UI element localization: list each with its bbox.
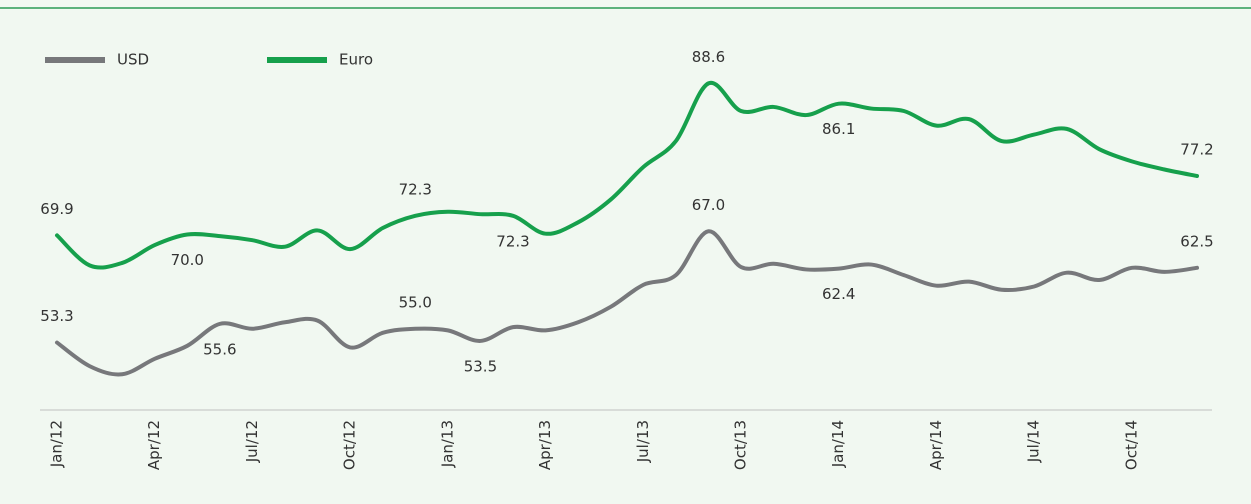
x-tick-label: Jul/12 xyxy=(243,420,261,463)
data-label: 55.6 xyxy=(203,340,236,358)
legend-label: Euro xyxy=(339,51,373,69)
data-label: 86.1 xyxy=(822,120,855,138)
legend-label: USD xyxy=(117,51,149,69)
data-label: 53.5 xyxy=(464,357,497,375)
x-tick-label: Apr/13 xyxy=(536,420,554,470)
x-tick-label: Oct/13 xyxy=(732,420,750,470)
x-tick-label: Oct/14 xyxy=(1122,420,1140,470)
data-label: 77.2 xyxy=(1180,141,1213,159)
data-label: 88.6 xyxy=(692,48,725,66)
data-label: 53.3 xyxy=(40,307,73,325)
series-line xyxy=(55,229,1199,377)
data-label: 69.9 xyxy=(40,200,73,218)
data-label: 70.0 xyxy=(171,251,204,269)
x-tick-label: Jul/14 xyxy=(1025,420,1043,463)
x-tick-label: Jul/13 xyxy=(634,420,652,463)
data-label: 67.0 xyxy=(692,196,725,214)
data-label: 62.4 xyxy=(822,285,855,303)
data-label: 72.3 xyxy=(496,232,529,250)
x-tick-label: Jan/13 xyxy=(438,420,456,468)
x-tick-label: Apr/14 xyxy=(927,420,945,470)
data-label: 72.3 xyxy=(399,180,432,198)
x-tick-label: Apr/12 xyxy=(145,420,163,470)
data-label: 62.5 xyxy=(1180,232,1213,250)
data-label: 55.0 xyxy=(399,293,432,311)
x-tick-label: Jan/14 xyxy=(829,420,847,468)
series-line xyxy=(55,80,1199,270)
x-tick-label: Oct/12 xyxy=(341,420,359,470)
x-tick-label: Jan/12 xyxy=(48,420,66,468)
